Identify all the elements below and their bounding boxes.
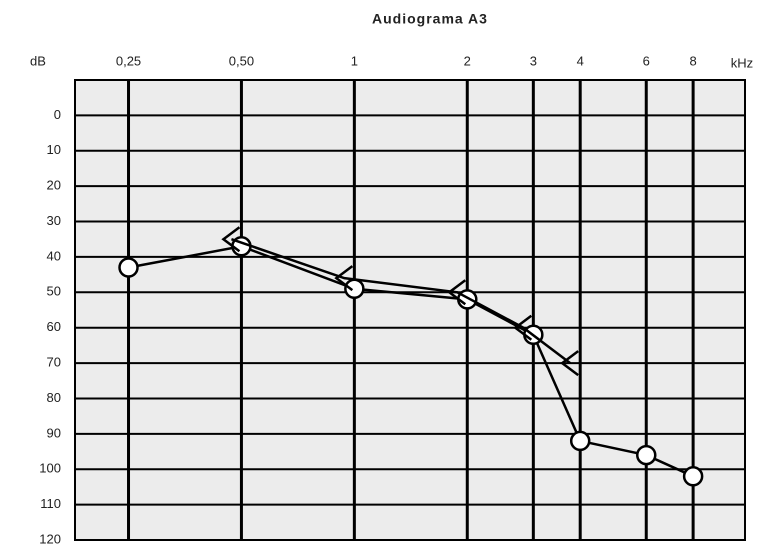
data-point <box>682 466 704 487</box>
data-point <box>221 226 241 253</box>
y-tick-label: 40 <box>47 248 61 263</box>
y-tick-label: 110 <box>40 496 61 511</box>
y-axis-label: dB <box>30 53 46 68</box>
data-point <box>513 314 533 341</box>
x-tick-label: 3 <box>530 53 537 68</box>
y-tick-label: 120 <box>39 531 61 546</box>
chart-title: Audiograma A3 <box>372 11 488 27</box>
data-point <box>118 257 139 278</box>
y-tick-label: 80 <box>47 390 61 405</box>
plot-area <box>75 80 745 540</box>
x-tick-label: 2 <box>464 53 471 68</box>
x-tick-label: 4 <box>577 53 584 68</box>
data-point <box>344 278 365 300</box>
data-point <box>636 444 657 466</box>
data-point <box>447 279 467 306</box>
y-tick-label: 10 <box>47 142 61 157</box>
y-tick-label: 20 <box>47 178 61 193</box>
y-tick-label: 30 <box>47 213 61 228</box>
x-tick-label: 0,50 <box>229 53 254 68</box>
data-point <box>569 430 591 452</box>
y-tick-label: 90 <box>47 425 61 440</box>
series-line <box>128 245 694 478</box>
x-tick-label: 8 <box>690 53 697 68</box>
x-tick-label: 0,25 <box>116 53 141 68</box>
data-point <box>334 265 354 292</box>
x-tick-label: 6 <box>643 53 650 68</box>
x-tick-label: 1 <box>351 53 358 68</box>
y-tick-label: 0 <box>54 107 61 122</box>
x-axis-label: kHz <box>731 55 753 70</box>
y-tick-label: 100 <box>39 461 61 476</box>
data-point <box>560 350 579 377</box>
y-tick-label: 70 <box>47 355 61 370</box>
y-tick-label: 60 <box>47 319 61 334</box>
y-tick-label: 50 <box>47 284 61 299</box>
series-line <box>231 238 571 365</box>
